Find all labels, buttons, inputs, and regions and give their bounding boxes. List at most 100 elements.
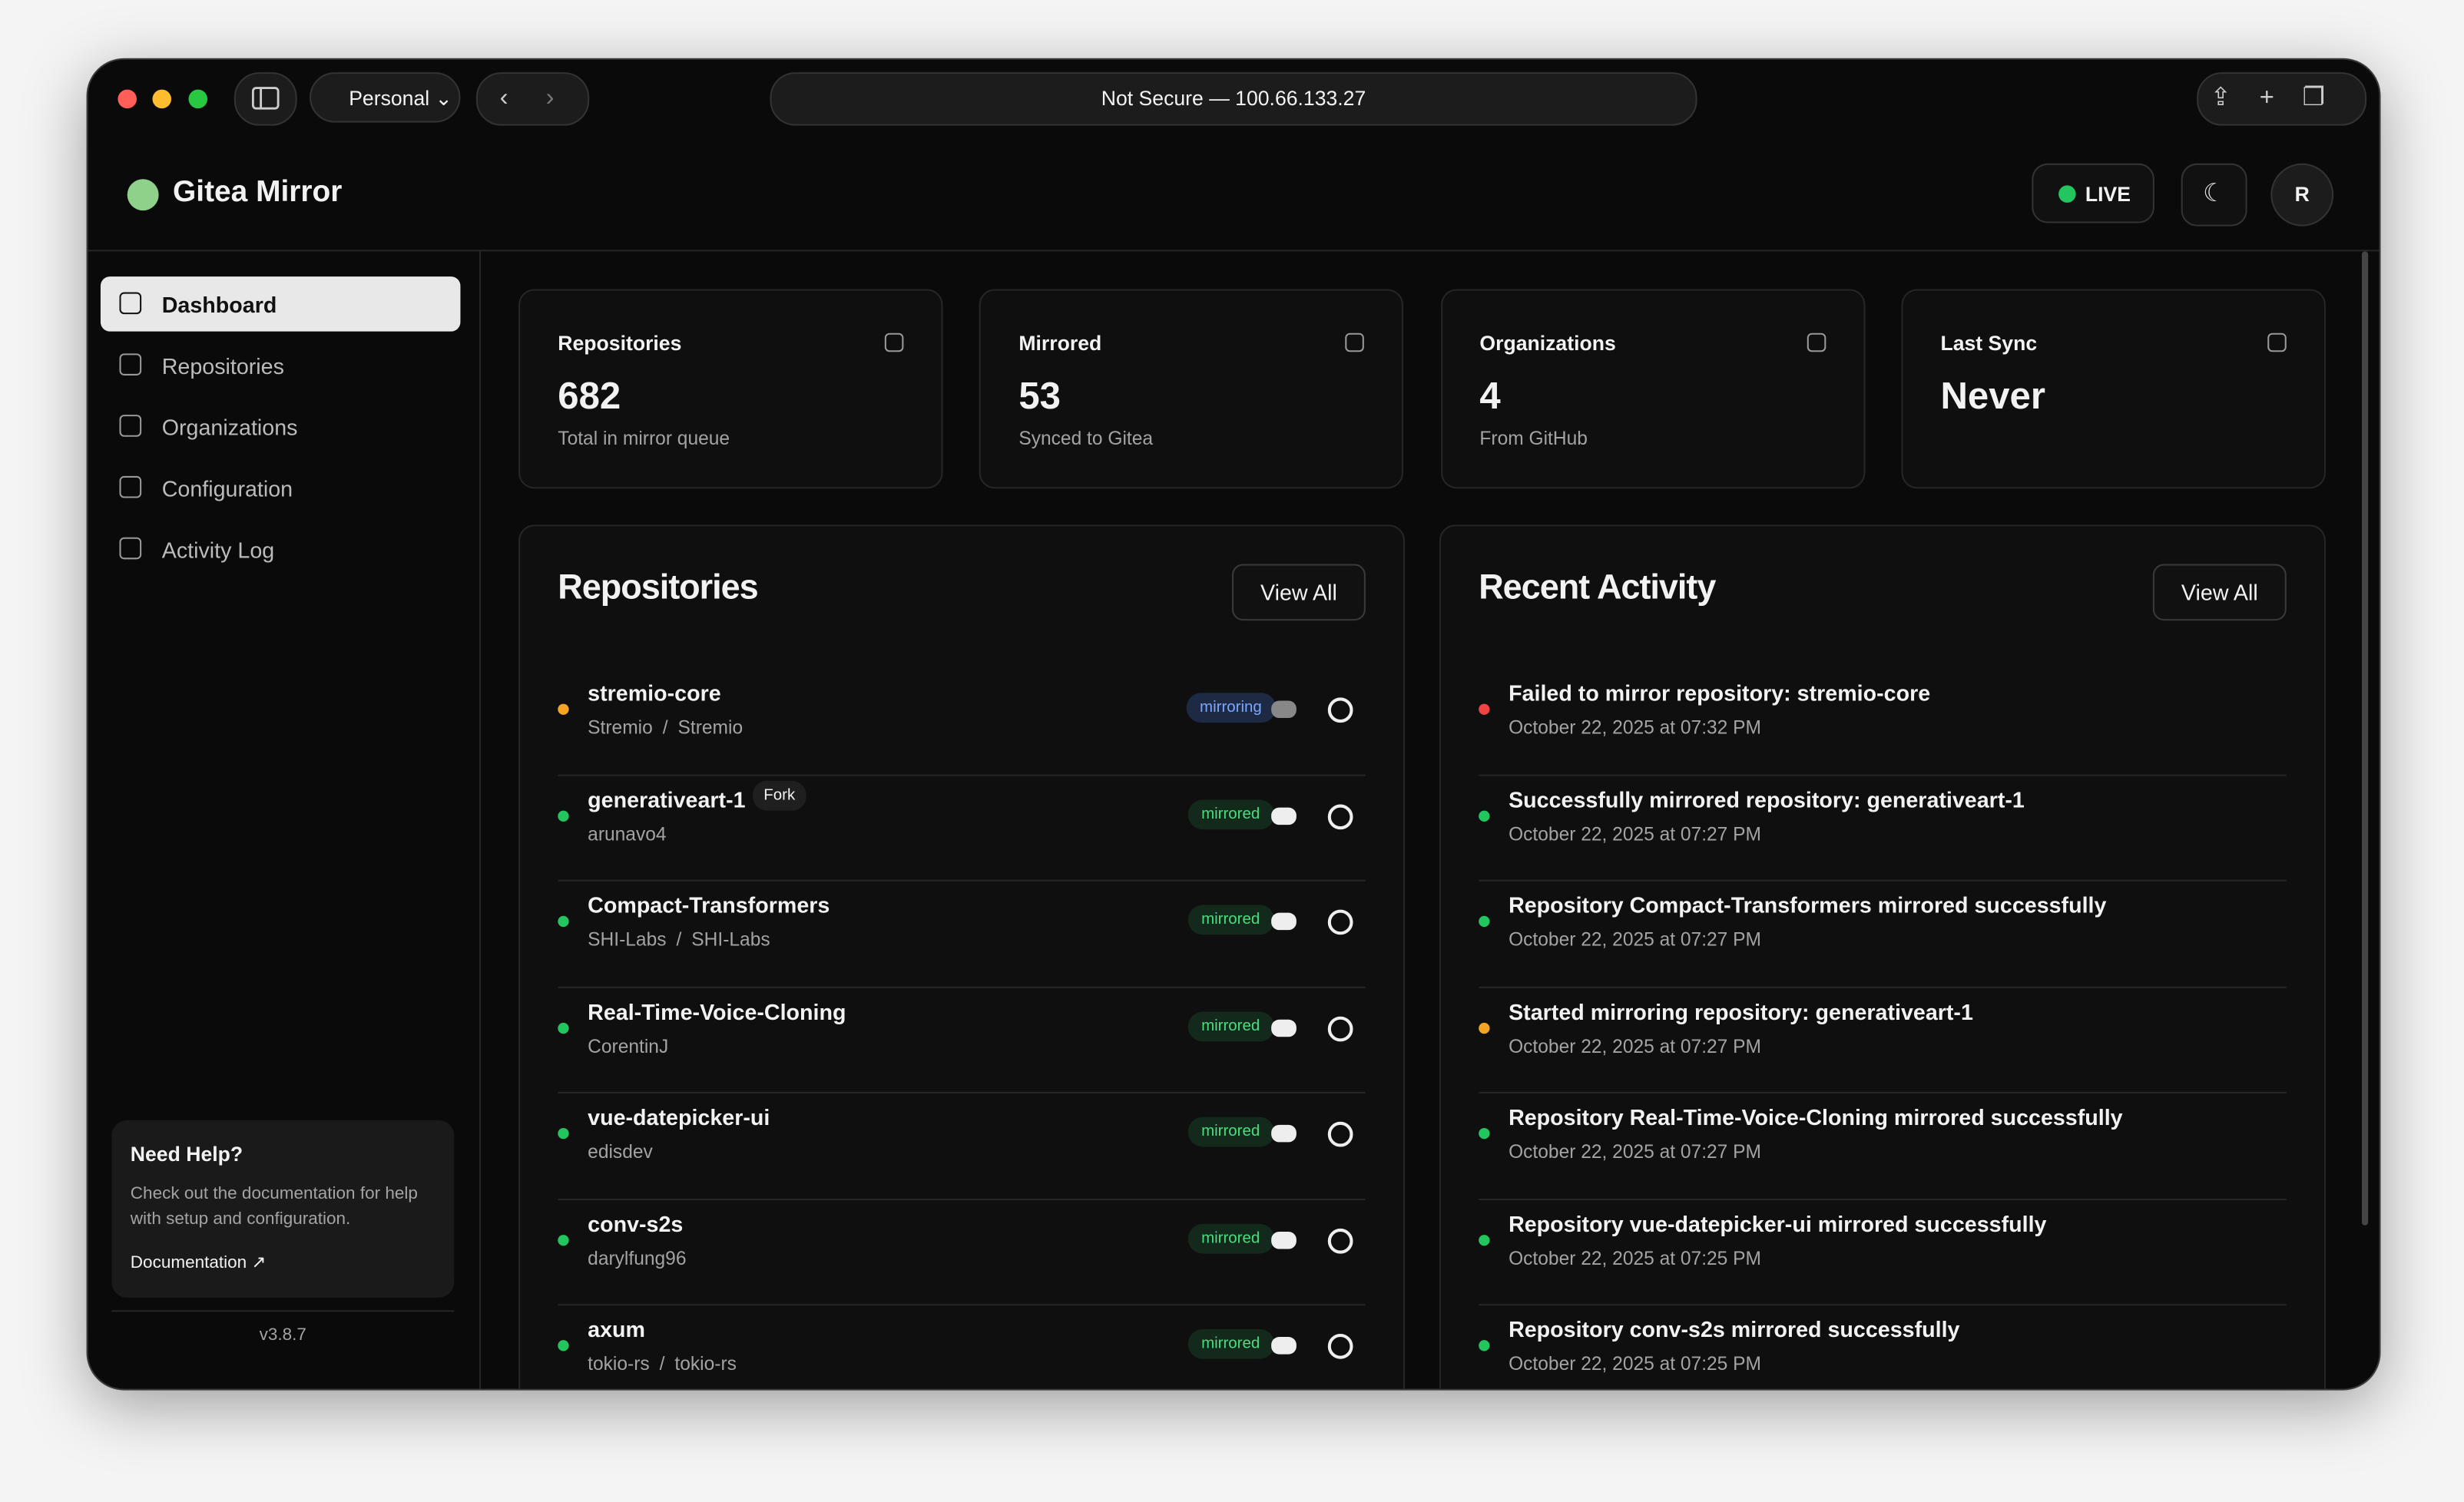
panel-title: Recent Activity	[1479, 567, 1716, 607]
fork-tag: Fork	[752, 779, 806, 810]
status-dot	[1479, 1234, 1490, 1246]
stat-card: Mirrored 53 Synced to Gitea	[979, 289, 1404, 489]
github-link[interactable]	[1327, 1227, 1353, 1253]
help-link[interactable]: Documentation ↗	[130, 1253, 267, 1273]
nav-label: Organizations	[161, 415, 298, 440]
owner-part: SHI-Labs	[691, 928, 770, 951]
nav-item[interactable]: Activity Log	[101, 521, 461, 577]
owner-part: arunavo4	[588, 822, 667, 845]
repo-owner: CorentinJ	[588, 1034, 668, 1057]
nav-icon	[119, 292, 142, 315]
close-button[interactable]	[118, 89, 137, 109]
repositories-panel: Repositories View All stremio-core Stremio …	[518, 524, 1406, 1389]
repo-owner: SHI-Labs / SHI-Labs	[588, 928, 770, 951]
live-button[interactable]: LIVE	[2032, 163, 2154, 223]
nav-item[interactable]: Repositories	[101, 338, 461, 393]
panel-title: Repositories	[558, 567, 758, 607]
window-actions[interactable]: ⇪+❐	[2197, 72, 2367, 126]
github-link[interactable]	[1327, 909, 1353, 935]
status-badge: mirrored	[1187, 1117, 1274, 1147]
owner-sep: /	[657, 716, 674, 739]
owner-sep: /	[654, 1352, 671, 1375]
sidebar-toggle[interactable]	[233, 72, 297, 126]
gitea-link[interactable]	[1271, 1018, 1297, 1037]
view-all-button[interactable]: View All	[2152, 564, 2287, 621]
theme-toggle[interactable]: ☾	[2181, 163, 2247, 227]
stat-value: Never	[1940, 375, 2045, 419]
stat-label: Organizations	[1479, 331, 1616, 356]
nav-item[interactable]: Dashboard	[100, 276, 461, 332]
help-text: Check out the documentation for help wit…	[130, 1184, 418, 1229]
repo-name[interactable]: conv-s2s	[588, 1210, 684, 1236]
nav-label: Configuration	[161, 475, 293, 501]
repo-name[interactable]: vue-datepicker-ui	[588, 1104, 770, 1130]
repo-owner: arunavo4	[588, 822, 666, 845]
activity-message: Started mirroring repository: generative…	[1509, 998, 1973, 1024]
nav-item[interactable]: Organizations	[101, 399, 461, 455]
owner-part: tokio-rs	[674, 1352, 737, 1375]
nav-label: Repositories	[161, 353, 284, 379]
owner-part: Stremio	[588, 716, 653, 739]
header-divider	[88, 250, 2380, 252]
activity-time: October 22, 2025 at 07:25 PM	[1509, 1352, 1762, 1375]
gitea-link[interactable]	[1271, 700, 1297, 718]
activity-message: Successfully mirrored repository: genera…	[1509, 786, 2025, 812]
gitea-link[interactable]	[1271, 1230, 1297, 1249]
github-link[interactable]	[1327, 803, 1353, 829]
repo-owner: darylfung96	[588, 1246, 686, 1269]
github-link[interactable]	[1327, 1015, 1353, 1041]
owner-part: tokio-rs	[588, 1352, 650, 1375]
status-dot	[1479, 703, 1490, 715]
profile-label: Personal	[349, 86, 430, 111]
browser-window: Personal ⌄ ‹ › Not Secure — 100.66.133.27…	[86, 58, 2381, 1391]
repo-owner: tokio-rs / tokio-rs	[588, 1353, 737, 1375]
status-badge: mirroring	[1185, 693, 1277, 723]
nav-icon	[119, 353, 142, 376]
stat-card: Last Sync Never	[1901, 289, 2326, 489]
scrollbar	[2361, 251, 2369, 1226]
repo-name[interactable]: Compact-Transformers	[588, 892, 830, 918]
gitea-link[interactable]	[1271, 912, 1297, 931]
github-link[interactable]	[1327, 697, 1353, 723]
owner-part: edisdev	[588, 1140, 653, 1163]
status-dot	[1479, 915, 1490, 928]
status-badge: mirrored	[1187, 1222, 1274, 1253]
row-divider	[1479, 1197, 2287, 1200]
nav-icon	[119, 415, 142, 437]
stat-card: Repositories 682 Total in mirror queue	[518, 289, 943, 489]
owner-part: darylfung96	[588, 1246, 687, 1269]
gitea-link[interactable]	[1271, 1337, 1297, 1355]
github-link[interactable]	[1327, 1333, 1353, 1359]
repo-name[interactable]: Real-Time-Voice-Cloning	[588, 998, 846, 1024]
repo-name[interactable]: stremio-core	[588, 680, 721, 706]
activity-panel: Recent Activity View All Failed to mirror …	[1439, 524, 2326, 1389]
stat-label: Repositories	[558, 331, 682, 356]
zoom-button[interactable]	[188, 89, 208, 109]
github-link[interactable]	[1327, 1121, 1353, 1147]
stat-note: Total in mirror queue	[558, 427, 730, 450]
gitea-link[interactable]	[1271, 1124, 1297, 1143]
app-title: Gitea Mirror	[173, 176, 343, 210]
avatar[interactable]: R	[2270, 163, 2334, 227]
help-divider	[111, 1310, 455, 1312]
nav-buttons[interactable]: ‹ ›	[475, 72, 590, 126]
activity-time: October 22, 2025 at 07:27 PM	[1509, 822, 1762, 845]
row-divider	[558, 985, 1366, 988]
activity-time: October 22, 2025 at 07:27 PM	[1509, 1140, 1762, 1163]
row-divider	[1479, 1304, 2287, 1306]
address-bar[interactable]: Not Secure — 100.66.133.27	[770, 72, 1697, 126]
stat-icon	[1806, 332, 1826, 352]
owner-part: SHI-Labs	[588, 928, 667, 951]
row-divider	[558, 773, 1366, 776]
profile-button[interactable]: Personal ⌄	[310, 72, 461, 123]
nav-icon	[119, 537, 142, 560]
stat-value: 4	[1479, 375, 1501, 419]
address: Not Secure — 100.66.133.27	[1101, 86, 1366, 111]
view-all-button[interactable]: View All	[1231, 564, 1366, 621]
minimize-button[interactable]	[152, 89, 172, 109]
repo-name[interactable]: generativeart-1	[588, 786, 746, 812]
gitea-link[interactable]	[1271, 806, 1297, 825]
repo-name[interactable]: axum	[588, 1316, 646, 1342]
nav-item[interactable]: Configuration	[101, 460, 461, 515]
status-dot	[558, 809, 569, 821]
